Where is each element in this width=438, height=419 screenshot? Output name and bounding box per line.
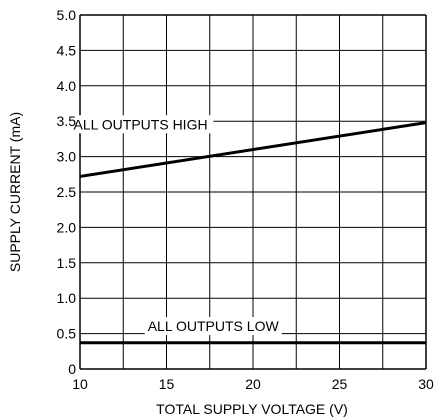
y-tick-label: 0 [68,361,76,377]
y-axis-label: SUPPLY CURRENT (mA) [7,112,23,272]
y-tick-label: 3.5 [57,113,77,129]
series-label-background [67,115,214,134]
y-tick-label: 5.0 [57,7,77,23]
grid [79,14,427,370]
y-tick-label: 2.0 [57,219,77,235]
x-tick-label: 20 [245,376,261,392]
y-tick-label: 4.0 [57,78,77,94]
series-lines [79,121,427,345]
x-axis-label: TOTAL SUPPLY VOLTAGE (V) [156,401,348,417]
y-tick-label: 0.5 [57,326,77,342]
x-tick-label: 10 [72,376,88,392]
series-line-outputs-high [79,121,427,178]
y-tick-label: 1.0 [57,290,77,306]
series-label: ALL OUTPUTS HIGH [74,116,208,132]
series-label-background [144,317,282,336]
y-tick-label: 4.5 [57,42,77,58]
series-labels: ALL OUTPUTS HIGH ALL OUTPUTS LOW [67,115,282,336]
y-tick-label: 1.5 [57,255,77,271]
x-tick-label: 15 [159,376,175,392]
y-tick-labels: 0 0.5 1.0 1.5 2.0 2.5 3.0 3.5 4.0 4.5 5.0 [57,7,77,377]
x-tick-labels: 10 15 20 25 30 [72,376,434,392]
y-tick-label: 2.5 [57,184,77,200]
x-tick-label: 30 [418,376,434,392]
series-label: ALL OUTPUTS LOW [148,318,280,334]
y-tick-label: 3.0 [57,149,77,165]
x-tick-label: 25 [332,376,348,392]
